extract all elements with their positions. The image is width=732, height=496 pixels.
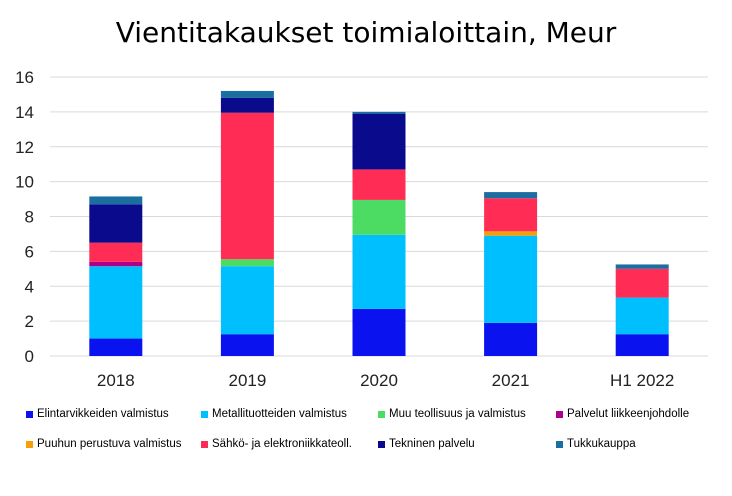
bar-segment	[352, 111, 406, 114]
x-tick-label: H1 2022	[610, 371, 674, 390]
legend-label: Tekninen palvelu	[389, 438, 475, 450]
bar-segment	[220, 112, 274, 260]
legend-item: Metallituotteiden valmistus	[201, 408, 347, 420]
legend-label: Metallituotteiden valmistus	[212, 408, 347, 420]
y-tick-labels: 0 2 4 6 8 10 12 14 16	[15, 68, 34, 366]
x-tick-label: 2019	[228, 371, 266, 390]
legend-swatch	[378, 440, 385, 448]
legend-swatch	[201, 440, 208, 448]
bar-segment	[89, 338, 143, 356]
legend-label: Puuhun perustuva valmistus	[37, 438, 182, 450]
bar-segment	[352, 169, 406, 200]
bar-segment	[89, 242, 143, 262]
bar-segment	[484, 192, 538, 199]
y-tick-label: 10	[15, 173, 34, 192]
legend-item: Elintarvikkeiden valmistus	[26, 408, 169, 420]
bar-segment	[615, 297, 669, 335]
x-tick-label: 2021	[492, 371, 530, 390]
bar-segment	[220, 334, 274, 356]
y-tick-label: 6	[25, 242, 34, 261]
bar-segment	[89, 261, 143, 267]
legend-label: Muu teollisuus ja valmistus	[389, 408, 526, 420]
y-tick-label: 16	[15, 68, 34, 87]
legend-swatch	[556, 410, 563, 418]
bar-segment	[615, 268, 669, 298]
legend-swatch	[26, 440, 33, 448]
bar-segment	[352, 113, 406, 170]
y-tick-label: 14	[15, 103, 34, 122]
legend-item: Muu teollisuus ja valmistus	[378, 408, 526, 420]
y-tick-label: 2	[25, 312, 34, 331]
legend-item: Palvelut liikkeenjohdolle	[556, 408, 689, 420]
legend-item: Tukkukauppa	[556, 438, 636, 450]
y-tick-label: 12	[15, 138, 34, 157]
legend-label: Elintarvikkeiden valmistus	[37, 408, 169, 420]
bar-segment	[89, 266, 143, 339]
bar-segment	[615, 334, 669, 356]
y-tick-label: 8	[25, 208, 34, 227]
bar-segment	[220, 90, 274, 98]
bar-segment	[220, 266, 274, 335]
legend-swatch	[378, 410, 385, 418]
legend-label: Tukkukauppa	[567, 438, 636, 450]
y-tick-label: 4	[25, 277, 34, 296]
x-tick-label: 2020	[360, 371, 398, 390]
bar-segment	[352, 199, 406, 235]
y-tick-label: 0	[25, 347, 34, 366]
legend-label: Sähkö- ja elektroniikkateoll.	[212, 438, 352, 450]
legend-item: Puuhun perustuva valmistus	[26, 438, 181, 450]
x-tick-label: 2018	[97, 371, 135, 390]
x-tick-labels: 2018 2019 2020 2021 H1 2022	[97, 371, 674, 390]
legend-item: Tekninen palvelu	[378, 438, 475, 450]
legend-item: Sähkö- ja elektroniikkateoll.	[201, 438, 352, 450]
bar-segment	[484, 231, 538, 236]
bar-segment	[484, 198, 538, 232]
bar-segment	[220, 97, 274, 113]
bar-segment	[484, 235, 538, 323]
bar-segment	[89, 204, 143, 243]
legend-swatch	[556, 440, 563, 448]
bar-segment	[89, 196, 143, 205]
bars	[89, 90, 669, 356]
legend-label: Palvelut liikkeenjohdolle	[567, 408, 690, 420]
legend-swatch	[201, 410, 208, 418]
bar-segment	[615, 264, 669, 269]
bar-segment	[220, 259, 274, 267]
bar-segment	[352, 308, 406, 356]
bar-segment	[484, 322, 538, 356]
chart-title: Vientitakaukset toimialoittain, Meur	[115, 16, 617, 49]
legend-swatch	[26, 410, 33, 418]
bar-segment	[352, 234, 406, 309]
